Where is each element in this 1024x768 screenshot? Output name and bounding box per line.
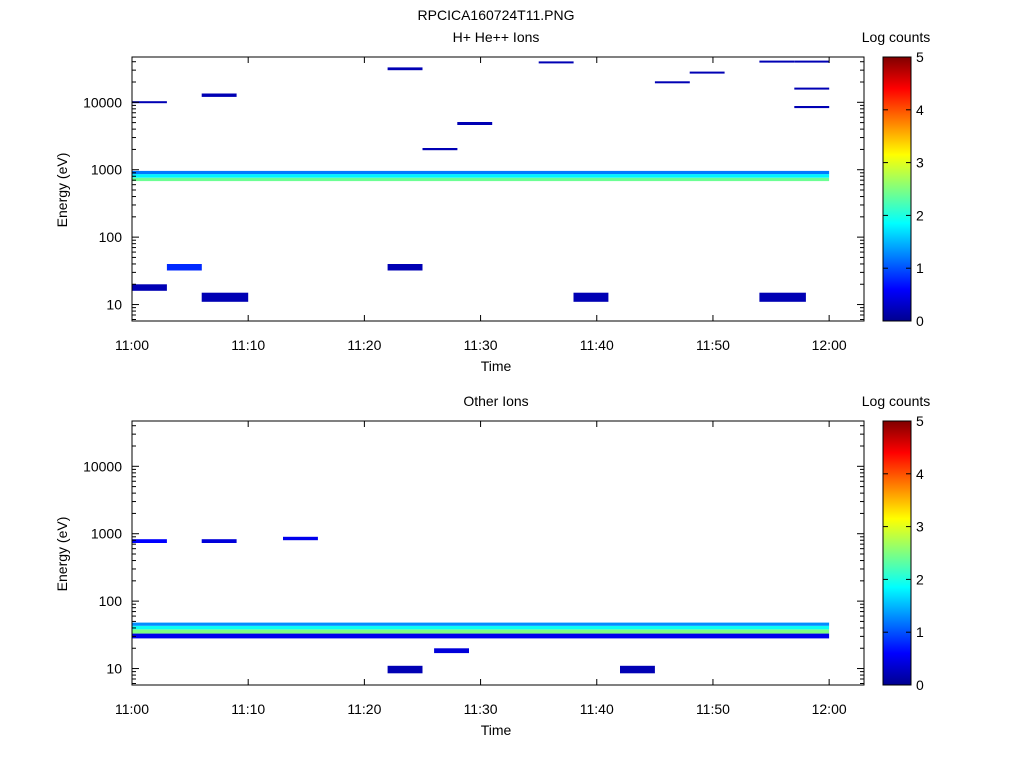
colorbar-tick-label: 5	[916, 413, 924, 429]
x-tick-label: 11:50	[696, 701, 730, 717]
y-tick-label: 1000	[91, 162, 122, 178]
heatmap-cell	[387, 67, 423, 71]
heatmap-cell	[422, 148, 458, 151]
colorbar-label: Log counts	[862, 393, 931, 409]
heatmap-cell	[201, 539, 237, 543]
x-tick-label: 11:30	[464, 337, 498, 353]
colorbar-tick-label: 0	[916, 313, 924, 329]
heatmap-cell	[759, 60, 795, 63]
heatmap-cell	[132, 174, 830, 178]
x-tick-label: 11:40	[580, 337, 614, 353]
colorbar-tick-label: 1	[916, 260, 924, 276]
heatmap-cell	[654, 81, 690, 84]
heatmap-cell	[457, 122, 493, 125]
y-tick-label: 100	[99, 593, 123, 609]
panel-title: H+ He++ Ions	[453, 29, 540, 45]
x-axis-label: Time	[481, 358, 512, 374]
panel-title: Other Ions	[463, 393, 528, 409]
heatmap-cell	[132, 170, 830, 175]
plot-frame	[131, 420, 865, 686]
colorbar-tick-label: 2	[916, 571, 924, 587]
colorbar-ticks: 0 1 2 3 4 5	[883, 413, 924, 693]
y-axis-label: Energy (eV)	[54, 153, 70, 228]
colorbar	[882, 56, 912, 322]
heatmap-cell	[201, 292, 249, 302]
axes: 11:00 11:10 11:20 11:30 11:40 11:50 12:00 10 100…	[83, 421, 864, 717]
colorbar-tick-label: 4	[916, 466, 924, 482]
x-axis-label: Time	[481, 722, 512, 738]
colorbar-tick-label: 2	[916, 207, 924, 223]
heatmap-cell	[166, 264, 202, 271]
heatmap-cell	[794, 106, 830, 109]
y-tick-label: 10	[106, 297, 122, 313]
colorbar-tick-label: 1	[916, 624, 924, 640]
x-tick-label: 12:00	[812, 337, 847, 353]
x-tick-label: 11:00	[115, 337, 149, 353]
x-tick-label: 11:40	[580, 701, 614, 717]
colorbar-tick-label: 5	[916, 49, 924, 65]
heatmap-cell	[794, 87, 830, 90]
heatmap-cell	[620, 665, 655, 674]
x-tick-label: 12:00	[812, 701, 847, 717]
colorbar	[882, 420, 912, 686]
heatmap-cell	[434, 648, 469, 654]
colorbar-ticks: 0 1 2 3 4 5	[883, 49, 924, 329]
heatmap-cell	[132, 629, 830, 634]
y-tick-label: 1000	[91, 526, 122, 542]
heatmap-marks	[132, 536, 830, 674]
panel-h-he-ions: H+ He++ Ions Log counts 11:00 11:10 11:20 1…	[54, 29, 930, 374]
x-tick-label: 11:00	[115, 701, 149, 717]
heatmap-cell	[387, 264, 423, 271]
y-tick-label: 10000	[83, 458, 122, 474]
heatmap-cell	[132, 622, 830, 626]
heatmap-cell	[132, 177, 830, 182]
colorbar-tick-label: 3	[916, 519, 924, 535]
colorbar-tick-label: 0	[916, 677, 924, 693]
plot-frame	[131, 56, 865, 322]
x-tick-label: 11:20	[347, 337, 381, 353]
x-tick-label: 11:30	[464, 701, 498, 717]
heatmap-cell	[387, 665, 423, 674]
x-tick-label: 11:20	[347, 701, 381, 717]
heatmap-cell	[132, 284, 167, 291]
x-tick-label: 11:50	[696, 337, 730, 353]
heatmap-cell	[538, 61, 574, 64]
heatmap-cell	[573, 292, 609, 302]
heatmap-cell	[794, 60, 830, 63]
colorbar-tick-label: 3	[916, 155, 924, 171]
heatmap-cell	[689, 71, 725, 74]
y-tick-label: 10000	[83, 94, 122, 110]
colorbar-tick-label: 4	[916, 102, 924, 118]
panel-other-ions: Other Ions Log counts 11:00 11:10 11:20 11:…	[54, 393, 930, 738]
y-tick-label: 10	[106, 661, 122, 677]
y-tick-label: 100	[99, 229, 123, 245]
heatmap-marks	[132, 60, 830, 302]
heatmap-cell	[201, 93, 237, 97]
x-tick-label: 11:10	[231, 701, 265, 717]
figure-title: RPCICA160724T11.PNG	[418, 7, 575, 23]
colorbar-label: Log counts	[862, 29, 931, 45]
y-axis-label: Energy (eV)	[54, 517, 70, 592]
heatmap-cell	[132, 633, 830, 639]
heatmap-cell	[132, 101, 167, 104]
heatmap-cell	[132, 539, 167, 543]
axes: 11:00 11:10 11:20 11:30 11:40 11:50 12:00 10 100…	[83, 57, 864, 353]
heatmap-cell	[759, 292, 806, 302]
heatmap-cell	[132, 625, 830, 630]
x-tick-label: 11:10	[231, 337, 265, 353]
heatmap-cell	[283, 536, 318, 541]
